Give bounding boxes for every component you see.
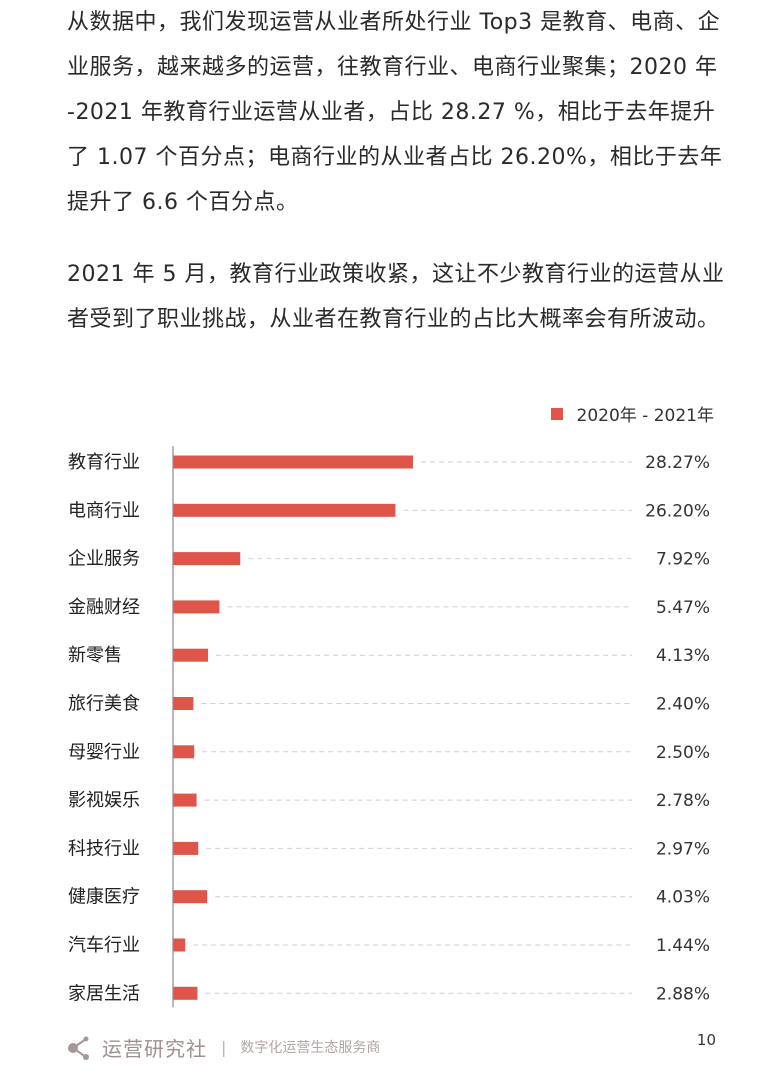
- category-label: 企业服务: [68, 549, 140, 570]
- body-paragraph-1: 从数据中，我们发现运营从业者所处行业 Top3 是教育、电商、企业服务，越来越多…: [67, 10, 723, 215]
- bar: [173, 600, 220, 614]
- category-label: 影视娱乐: [68, 790, 140, 811]
- category-label: 金融财经: [68, 597, 140, 618]
- share-nodes-icon: [68, 1036, 89, 1060]
- value-label: 2.78%: [656, 791, 710, 811]
- bar: [173, 503, 396, 517]
- bar: [173, 455, 413, 469]
- legend-swatch: [550, 407, 563, 420]
- value-label: 7.92%: [656, 550, 710, 570]
- value-label: 28.27%: [645, 453, 710, 473]
- bar: [173, 890, 208, 904]
- bar-chart: 教育行业 28.27% 电商行业 26.20% 企业服务 7.92% 金融财经 5.47% 新零…: [68, 446, 710, 1008]
- bar: [173, 745, 195, 759]
- category-label: 汽车行业: [68, 935, 140, 956]
- bar: [173, 841, 199, 855]
- bar: [173, 938, 186, 952]
- category-label: 家居生活: [68, 983, 140, 1004]
- page-number: 10: [696, 1031, 716, 1049]
- value-label: 2.97%: [656, 839, 710, 859]
- category-label: 电商行业: [68, 500, 140, 521]
- value-label: 5.47%: [656, 598, 710, 618]
- bar: [173, 648, 209, 662]
- value-label: 26.20%: [645, 501, 710, 521]
- value-label: 2.50%: [656, 743, 710, 763]
- bar: [173, 986, 198, 1000]
- bar: [173, 697, 194, 710]
- category-label: 科技行业: [68, 838, 140, 859]
- category-label: 新零售: [68, 645, 122, 666]
- legend-label: 2020年 - 2021年: [576, 406, 714, 426]
- category-label: 旅行美食: [68, 694, 140, 715]
- category-label: 健康医疗: [68, 887, 140, 908]
- category-label: 母婴行业: [68, 742, 140, 763]
- category-label: 教育行业: [68, 452, 140, 473]
- bar: [173, 793, 197, 807]
- chart-legend: 2020年 - 2021年: [550, 401, 714, 426]
- value-label: 2.40%: [656, 695, 710, 715]
- value-label: 4.13%: [656, 646, 710, 666]
- footer-tagline: 数字化运营生态服务商: [240, 1040, 381, 1056]
- footer: 运营研究社 | 数字化运营生态服务商: [66, 1032, 726, 1062]
- body-paragraph-2: 2021 年 5 月，教育行业政策收紧，这让不少教育行业的运营从业者受到了职业挑…: [67, 262, 725, 332]
- value-label: 2.88%: [656, 984, 710, 1004]
- footer-separator: |: [221, 1037, 227, 1057]
- value-label: 4.03%: [656, 888, 710, 908]
- bar: [173, 552, 241, 566]
- value-label: 1.44%: [656, 936, 710, 956]
- brand-name: 运营研究社: [102, 1036, 207, 1061]
